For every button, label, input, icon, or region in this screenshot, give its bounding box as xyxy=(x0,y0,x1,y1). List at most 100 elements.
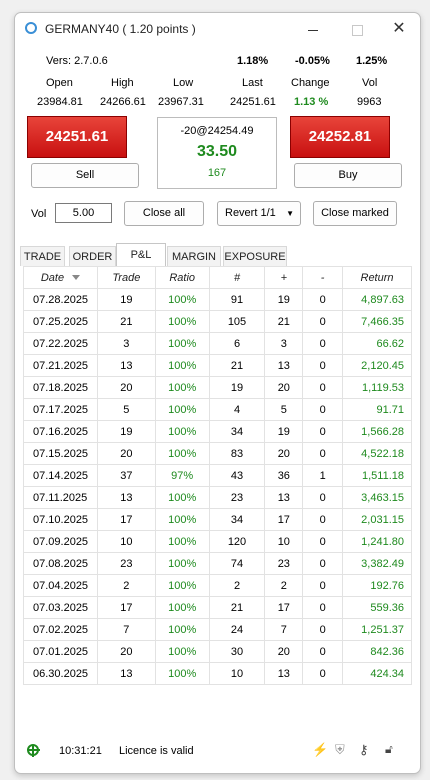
licence-status: Licence is valid xyxy=(119,745,194,757)
table-row[interactable]: 07.17.2025 5 100% 4 5 0 91.71 xyxy=(23,398,412,421)
table-cell-trade: 5 xyxy=(96,398,156,421)
table-cell-ratio: 100% xyxy=(154,376,210,399)
table-cell-return: 1,119.53 xyxy=(342,376,412,399)
table-cell-plus: 20 xyxy=(264,442,304,465)
table-cell-count: 24 xyxy=(208,618,266,641)
sell-price-button[interactable]: 24251.61 xyxy=(27,116,127,158)
table-cell-date: 07.02.2025 xyxy=(23,618,98,641)
table-cell-ratio: 100% xyxy=(154,442,210,465)
app-icon xyxy=(25,22,37,34)
close-button[interactable]: ✕ xyxy=(377,17,420,41)
table-cell-trade: 21 xyxy=(96,310,156,333)
table-cell-minus: 0 xyxy=(302,662,344,685)
minimize-button[interactable] xyxy=(291,17,335,41)
table-row[interactable]: 07.25.2025 21 100% 105 21 0 7,466.35 xyxy=(23,310,412,333)
table-row[interactable]: 07.15.2025 20 100% 83 20 0 4,522.18 xyxy=(23,442,412,465)
table-cell-return: 7,466.35 xyxy=(342,310,412,333)
table-cell-trade: 17 xyxy=(96,596,156,619)
table-row[interactable]: 07.10.2025 17 100% 34 17 0 2,031.15 xyxy=(23,508,412,531)
chevron-down-icon: ▼ xyxy=(286,209,294,218)
revert-dropdown[interactable]: Revert 1/1 ▼ xyxy=(217,201,301,226)
app-window: GERMANY40 ( 1.20 points ) ✕ Vers: 2.7.0.… xyxy=(14,12,421,774)
table-cell-return: 842.36 xyxy=(342,640,412,663)
position-panel: -20@24254.49 33.50 167 xyxy=(157,117,277,189)
table-cell-count: 30 xyxy=(208,640,266,663)
table-cell-count: 2 xyxy=(208,574,266,597)
table-cell-ratio: 100% xyxy=(154,486,210,509)
maximize-button[interactable] xyxy=(335,17,379,41)
table-row[interactable]: 07.28.2025 19 100% 91 19 0 4,897.63 xyxy=(23,288,412,311)
buy-price-button[interactable]: 24252.81 xyxy=(290,116,390,158)
table-row[interactable]: 07.09.2025 10 100% 120 10 0 1,241.80 xyxy=(23,530,412,553)
table-cell-ratio: 100% xyxy=(154,398,210,421)
table-row[interactable]: 07.01.2025 20 100% 30 20 0 842.36 xyxy=(23,640,412,663)
table-cell-minus: 0 xyxy=(302,288,344,311)
tab-margin[interactable]: MARGIN xyxy=(167,246,221,266)
column-header-date[interactable]: Date xyxy=(23,266,98,289)
pnl-table: Date Trade Ratio # + - Return 07.28.2025… xyxy=(23,266,412,685)
buy-button[interactable]: Buy xyxy=(294,163,402,188)
table-row[interactable]: 07.08.2025 23 100% 74 23 0 3,382.49 xyxy=(23,552,412,575)
table-row[interactable]: 07.02.2025 7 100% 24 7 0 1,251.37 xyxy=(23,618,412,641)
table-cell-ratio: 100% xyxy=(154,310,210,333)
table-row[interactable]: 07.04.2025 2 100% 2 2 0 192.76 xyxy=(23,574,412,597)
tab-pnl[interactable]: P&L xyxy=(116,243,166,266)
table-cell-plus: 13 xyxy=(264,354,304,377)
table-cell-date: 06.30.2025 xyxy=(23,662,98,685)
close-marked-button[interactable]: Close marked xyxy=(313,201,397,226)
key-icon[interactable]: ⚷ xyxy=(359,742,369,757)
open-label: Open xyxy=(46,77,73,89)
table-row[interactable]: 07.16.2025 19 100% 34 19 0 1,566.28 xyxy=(23,420,412,443)
table-cell-plus: 2 xyxy=(264,574,304,597)
table-cell-ratio: 100% xyxy=(154,332,210,355)
table-cell-plus: 3 xyxy=(264,332,304,355)
close-icon: ✕ xyxy=(392,20,406,37)
sell-button[interactable]: Sell xyxy=(31,163,139,188)
table-row[interactable]: 07.21.2025 13 100% 21 13 0 2,120.45 xyxy=(23,354,412,377)
table-cell-count: 34 xyxy=(208,508,266,531)
column-header-plus[interactable]: + xyxy=(264,266,304,289)
column-header-trade[interactable]: Trade xyxy=(96,266,156,289)
tab-exposure[interactable]: EXPOSURE xyxy=(223,246,287,266)
table-cell-trade: 37 xyxy=(96,464,156,487)
table-row[interactable]: 07.14.2025 37 97% 43 36 1 1,511.18 xyxy=(23,464,412,487)
table-cell-date: 07.22.2025 xyxy=(23,332,98,355)
table-header-row: Date Trade Ratio # + - Return xyxy=(23,266,412,289)
pct-change: -0.05% xyxy=(295,55,330,67)
table-cell-ratio: 100% xyxy=(154,662,210,685)
table-cell-minus: 0 xyxy=(302,596,344,619)
table-cell-plus: 10 xyxy=(264,530,304,553)
table-cell-return: 1,566.28 xyxy=(342,420,412,443)
table-cell-minus: 0 xyxy=(302,332,344,355)
vol-value: 9963 xyxy=(357,96,382,108)
table-row[interactable]: 07.22.2025 3 100% 6 3 0 66.62 xyxy=(23,332,412,355)
table-cell-ratio: 97% xyxy=(154,464,210,487)
column-header-count[interactable]: # xyxy=(208,266,266,289)
table-cell-date: 07.08.2025 xyxy=(23,552,98,575)
tab-order[interactable]: ORDER xyxy=(69,246,116,266)
title-bar: GERMANY40 ( 1.20 points ) ✕ xyxy=(15,13,420,45)
table-row[interactable]: 06.30.2025 13 100% 10 13 0 424.34 xyxy=(23,662,412,685)
lightning-icon[interactable]: ⚡ xyxy=(312,742,329,757)
shield-icon[interactable]: ⛨ xyxy=(335,742,345,757)
volume-input[interactable]: 5.00 xyxy=(55,203,112,223)
close-all-button[interactable]: Close all xyxy=(124,201,204,226)
low-label: Low xyxy=(173,77,194,89)
tab-trade[interactable]: TRADE xyxy=(20,246,65,266)
unlock-icon[interactable]: 🔓︎ xyxy=(385,742,393,756)
column-header-minus[interactable]: - xyxy=(302,266,344,289)
table-row[interactable]: 07.18.2025 20 100% 19 20 0 1,119.53 xyxy=(23,376,412,399)
table-row[interactable]: 07.03.2025 17 100% 21 17 0 559.36 xyxy=(23,596,412,619)
pct-range: 1.25% xyxy=(356,55,388,67)
column-header-return[interactable]: Return xyxy=(342,266,412,289)
column-header-ratio[interactable]: Ratio xyxy=(154,266,210,289)
table-row[interactable]: 07.11.2025 13 100% 23 13 0 3,463.15 xyxy=(23,486,412,509)
table-cell-date: 07.14.2025 xyxy=(23,464,98,487)
vol-label: Vol xyxy=(31,208,47,220)
table-cell-date: 07.15.2025 xyxy=(23,442,98,465)
table-cell-minus: 0 xyxy=(302,574,344,597)
table-cell-minus: 0 xyxy=(302,398,344,421)
table-cell-plus: 5 xyxy=(264,398,304,421)
low-value: 23967.31 xyxy=(158,96,204,108)
table-cell-count: 23 xyxy=(208,486,266,509)
